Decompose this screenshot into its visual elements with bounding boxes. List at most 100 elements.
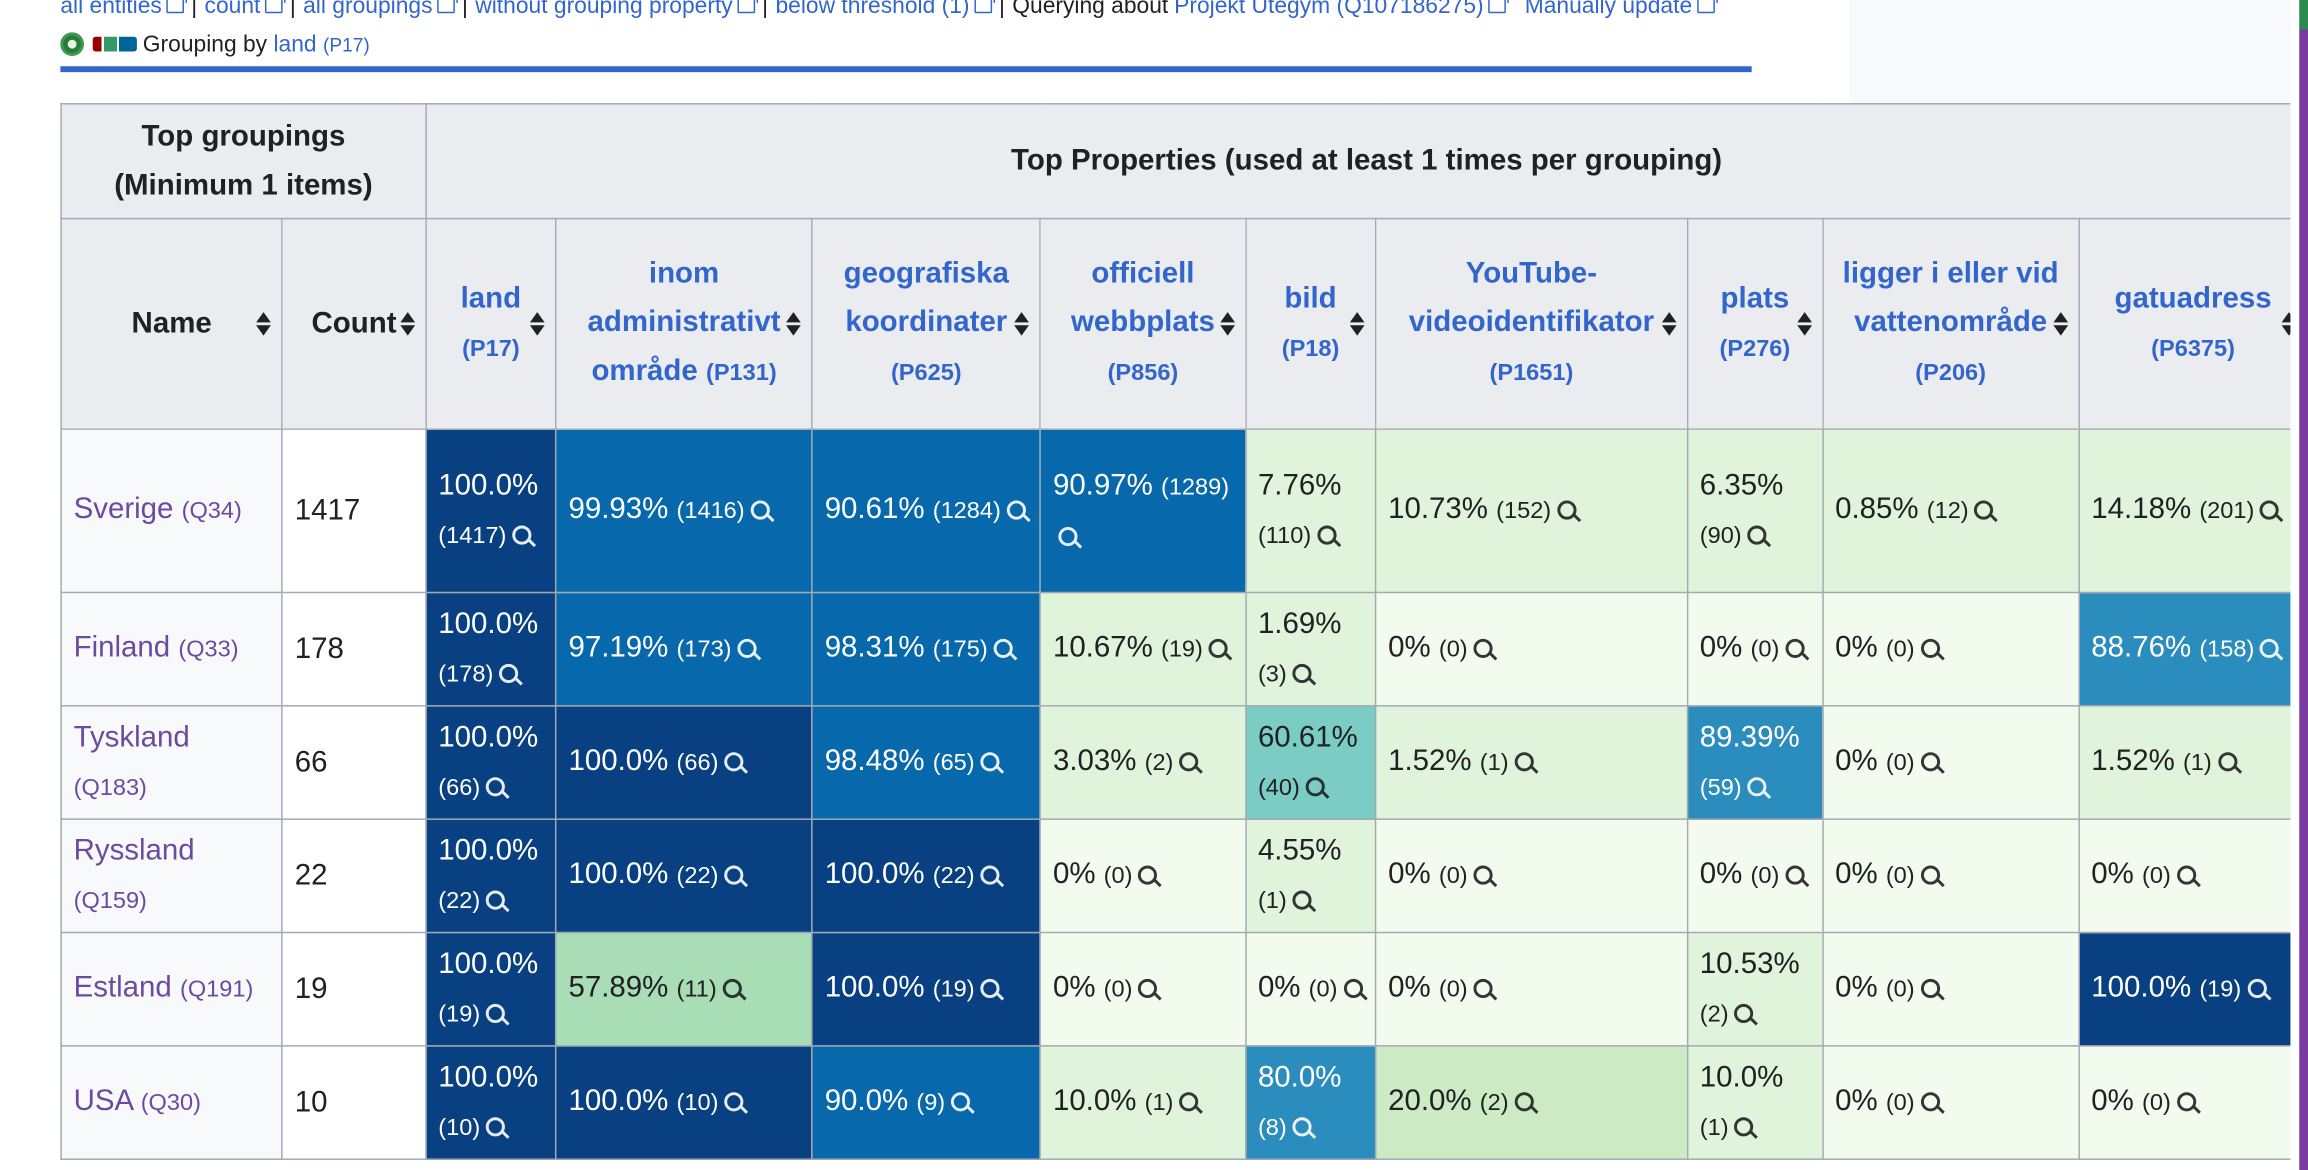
sort-icon[interactable] [1661,311,1677,337]
magnifier-icon[interactable] [1734,1116,1754,1136]
magnifier-icon[interactable] [1734,1003,1754,1023]
property-link[interactable]: bild [1284,281,1337,315]
grouping-link[interactable]: Tyskland [73,720,190,753]
magnifier-icon[interactable] [2247,978,2267,999]
magnifier-icon[interactable] [1343,978,1363,999]
magnifier-icon[interactable] [1920,978,1940,999]
grouping-link[interactable]: Estland [73,971,172,1004]
sort-icon[interactable] [400,311,415,337]
property-column-header[interactable]: plats (P276) [1686,217,1824,430]
magnifier-icon[interactable] [724,865,744,885]
magnifier-icon[interactable] [1974,500,1994,520]
magnifier-icon[interactable] [2176,865,2196,885]
magnifier-icon[interactable] [1006,500,1026,520]
magnifier-icon[interactable] [724,1092,744,1112]
magnifier-icon[interactable] [1920,1092,1940,1112]
magnifier-icon[interactable] [724,752,744,772]
magnifier-icon[interactable] [1292,663,1312,683]
property-link[interactable]: officiell webbplats [1070,257,1215,339]
property-column-header[interactable]: gatuadress (P6375) [2078,217,2308,430]
magnifier-icon[interactable] [1747,524,1767,544]
magnifier-icon[interactable] [1473,638,1493,658]
grouping-link[interactable]: Ryssland [73,833,195,867]
magnifier-icon[interactable] [1920,752,1940,772]
grouping-property-link[interactable]: land [273,32,317,58]
property-link[interactable]: YouTube-videoidentifikator [1408,257,1655,339]
link-count[interactable]: count [205,0,286,19]
property-link[interactable]: ligger i eller vid vattenområde [1842,257,2059,339]
magnifier-icon[interactable] [980,752,1000,772]
magnifier-icon[interactable] [1747,776,1767,796]
magnifier-icon[interactable] [2260,638,2280,658]
property-column-header[interactable]: bild (P18) [1244,217,1377,430]
grouping-link[interactable]: USA [73,1084,133,1118]
sort-icon[interactable] [1219,311,1235,337]
sort-icon[interactable] [530,311,545,337]
magnifier-icon[interactable] [2176,1092,2196,1112]
property-link[interactable]: geografiska koordinater [843,257,1009,339]
property-link[interactable]: plats [1720,281,1790,315]
property-column-header[interactable]: geografiska koordinater (P625) [811,217,1042,430]
magnifier-icon[interactable] [1138,865,1158,885]
magnifier-icon[interactable] [2260,500,2280,520]
property-column-header[interactable]: officiell webbplats (P856) [1039,217,1247,430]
magnifier-icon[interactable] [980,865,1000,885]
link-below-threshold[interactable]: below threshold (1) [775,0,995,19]
magnifier-icon[interactable] [2217,752,2237,772]
property-column-header[interactable]: land (P17) [425,217,557,430]
property-column-header[interactable]: inom administrativt område (P131) [555,217,813,430]
magnifier-icon[interactable] [1058,526,1078,546]
sort-icon[interactable] [1796,311,1812,337]
property-column-header[interactable]: YouTube-videoidentifikator (P1651) [1374,217,1688,430]
magnifier-icon[interactable] [1920,638,1940,658]
magnifier-icon[interactable] [1292,1116,1312,1136]
property-link[interactable]: inom administrativt område [587,257,781,388]
magnifier-icon[interactable] [1473,978,1493,999]
magnifier-icon[interactable] [512,524,532,544]
magnifier-icon[interactable] [1179,1092,1199,1112]
property-link[interactable]: gatuadress [2114,281,2272,315]
magnifier-icon[interactable] [486,1116,506,1136]
magnifier-icon[interactable] [1292,889,1312,909]
grouping-link[interactable]: Sverige [73,493,174,526]
magnifier-icon[interactable] [750,500,770,520]
link-without-grouping-property[interactable]: without grouping property [475,0,758,19]
sort-icon[interactable] [2281,311,2297,337]
magnifier-icon[interactable] [499,663,519,683]
sort-icon[interactable] [1349,311,1365,337]
magnifier-icon[interactable] [1179,752,1199,772]
magnifier-icon[interactable] [1785,865,1805,885]
magnifier-icon[interactable] [1920,865,1940,885]
sort-icon[interactable] [2053,311,2068,337]
property-column-header[interactable]: ligger i eller vid vattenområde (P206) [1821,217,2080,430]
magnifier-icon[interactable] [1514,1092,1534,1112]
magnifier-icon[interactable] [1317,524,1337,544]
link-query-item[interactable]: Projekt Utegym (Q107186275) [1174,0,1509,19]
magnifier-icon[interactable] [1305,776,1325,796]
link-all-entities[interactable]: all entities [60,0,187,19]
property-link[interactable]: land [460,281,522,315]
link-all-groupings[interactable]: all groupings [303,0,458,19]
magnifier-icon[interactable] [486,889,506,909]
magnifier-icon[interactable] [1208,638,1228,658]
magnifier-icon[interactable] [1557,500,1577,520]
magnifier-icon[interactable] [1514,752,1534,772]
name-column-header[interactable]: Name [60,217,283,430]
magnifier-icon[interactable] [1138,978,1158,999]
count-column-header[interactable]: Count [281,217,427,430]
magnifier-icon[interactable] [951,1092,971,1112]
right-scrollbar[interactable] [2299,0,2308,1170]
sort-icon[interactable] [786,311,802,337]
magnifier-icon[interactable] [737,638,757,658]
grouping-link[interactable]: Finland [73,631,171,664]
magnifier-icon[interactable] [722,978,742,999]
magnifier-icon[interactable] [1785,638,1805,658]
magnifier-icon[interactable] [486,1003,506,1023]
sort-icon[interactable] [256,311,272,337]
magnifier-icon[interactable] [1473,865,1493,885]
manual-update-link[interactable]: Manually update [1525,0,1718,19]
magnifier-icon[interactable] [993,638,1013,658]
magnifier-icon[interactable] [486,776,506,796]
magnifier-icon[interactable] [980,978,1000,999]
sort-icon[interactable] [1014,311,1030,337]
